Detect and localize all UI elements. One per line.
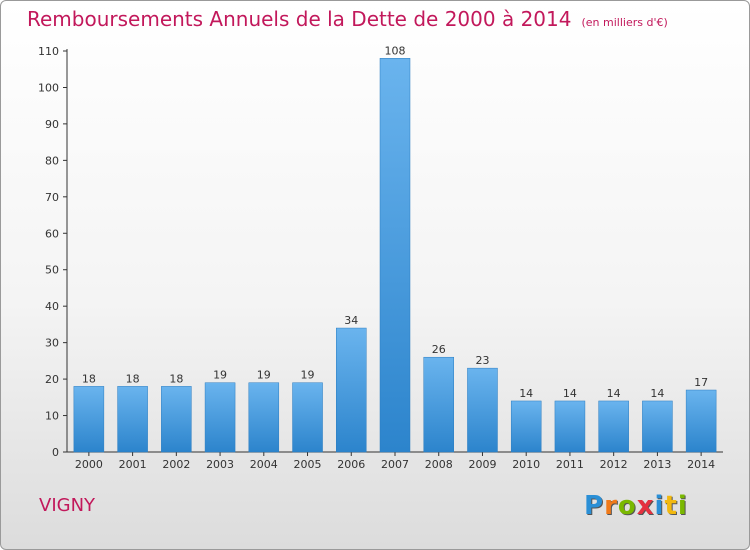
data-label-2000: 18	[82, 372, 96, 385]
data-label-2007: 108	[385, 44, 406, 57]
y-tick-label: 90	[45, 118, 59, 131]
data-label-2009: 23	[475, 354, 489, 367]
bar-2004	[248, 382, 280, 453]
y-tick-label: 10	[45, 410, 59, 423]
bar-2002	[161, 386, 192, 453]
logo-letter: t	[664, 491, 678, 521]
data-label-2006: 34	[344, 314, 358, 327]
x-tick-label: 2008	[425, 458, 453, 471]
data-label-2014: 17	[694, 376, 708, 389]
proxiti-logo[interactable]: Proxiti	[584, 491, 688, 521]
y-tick-label: 40	[45, 300, 59, 313]
bar-2010	[510, 400, 542, 453]
y-tick-label: 50	[45, 264, 59, 277]
data-label-2001: 18	[126, 372, 140, 385]
data-label-2002: 18	[169, 372, 183, 385]
x-axis: 2000 2001 2002 2003 2004 2005 2006 2007 2008 2009…	[67, 451, 723, 471]
bar-2007	[379, 58, 411, 453]
bar-2011	[554, 400, 586, 453]
bars	[73, 58, 717, 453]
logo-letter: x	[636, 491, 655, 521]
commune-name: VIGNY	[39, 495, 96, 516]
data-label-2005: 19	[301, 369, 315, 382]
bar-2013	[642, 400, 673, 453]
bar-2001	[117, 386, 148, 453]
data-label-2013: 14	[650, 387, 664, 400]
x-tick-label: 2006	[337, 458, 365, 471]
bar-2006	[336, 327, 367, 453]
logo-letter: r	[604, 491, 618, 521]
x-tick-label: 2003	[206, 458, 234, 471]
data-labels: 18 18 18 19 19 19 34 108 26 23 14 14 14 14 17	[82, 44, 708, 400]
x-tick-label: 2013	[643, 458, 671, 471]
y-tick-label: 80	[45, 154, 59, 167]
y-tick-label: 20	[45, 373, 59, 386]
x-tick-label: 2005	[294, 458, 322, 471]
x-tick-label: 2014	[687, 458, 715, 471]
y-tick-label: 60	[45, 227, 59, 240]
logo-letter: i	[677, 491, 688, 521]
y-axis: 0 10 20 30 40 50 60 70 80 90 100 110	[38, 45, 68, 459]
chart-subtitle: (en milliers d'€)	[581, 16, 668, 29]
logo-letter: P	[584, 491, 605, 521]
x-tick-label: 2010	[512, 458, 540, 471]
x-tick-label: 2002	[162, 458, 190, 471]
y-tick-label: 0	[52, 446, 59, 459]
data-label-2011: 14	[563, 387, 577, 400]
bar-2003	[204, 382, 236, 453]
data-label-2003: 19	[213, 369, 227, 382]
y-tick-label: 100	[38, 81, 59, 94]
logo-letter: i	[654, 491, 665, 521]
x-tick-label: 2001	[119, 458, 147, 471]
bar-2009	[467, 367, 498, 453]
y-tick-label: 30	[45, 337, 59, 350]
bar-2005	[292, 382, 323, 453]
bar-2014	[685, 389, 717, 453]
y-tick-label: 110	[38, 45, 59, 58]
x-tick-label: 2007	[381, 458, 409, 471]
data-label-2010: 14	[519, 387, 533, 400]
bar-2012	[598, 400, 629, 453]
data-label-2008: 26	[432, 343, 446, 356]
data-label-2012: 14	[607, 387, 621, 400]
x-tick-label: 2011	[556, 458, 584, 471]
y-tick-label: 70	[45, 191, 59, 204]
x-tick-label: 2000	[75, 458, 103, 471]
title-row: Remboursements Annuels de la Dette de 20…	[27, 7, 668, 31]
bar-2008	[423, 356, 454, 453]
x-tick-label: 2012	[600, 458, 628, 471]
logo-letter: o	[617, 491, 637, 521]
data-label-2004: 19	[257, 369, 271, 382]
x-tick-label: 2004	[250, 458, 278, 471]
chart-title: Remboursements Annuels de la Dette de 20…	[27, 7, 572, 31]
x-tick-label: 2009	[468, 458, 496, 471]
bar-2000	[73, 386, 105, 453]
